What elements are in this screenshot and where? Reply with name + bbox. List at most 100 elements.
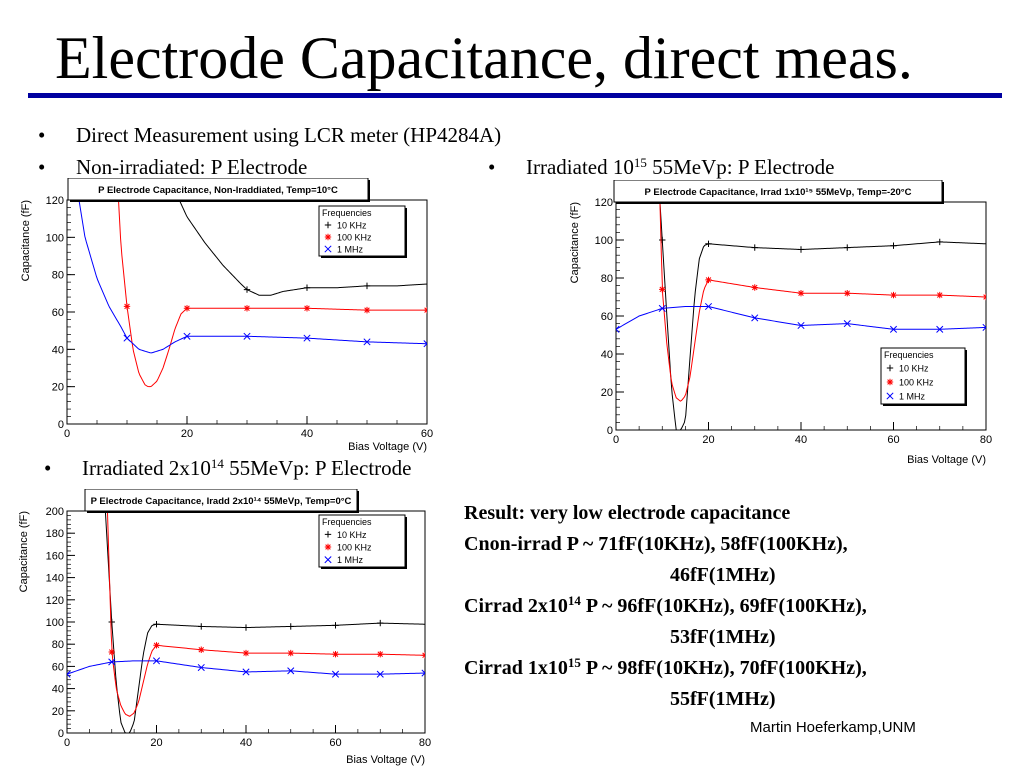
y-tick-label: 80	[52, 639, 64, 651]
x-tick-label: 60	[887, 434, 899, 446]
legend-label: 1 MHz	[899, 392, 926, 402]
plot-area	[616, 202, 986, 430]
title-box	[613, 180, 943, 203]
x-tick-label: 20	[181, 428, 193, 440]
y-tick-label: 60	[52, 661, 64, 673]
marker-cross	[886, 392, 894, 400]
title-box	[67, 178, 369, 201]
marker-star	[423, 306, 427, 314]
y-tick-label: 80	[52, 270, 64, 282]
marker-cross	[936, 325, 944, 333]
marker-cross	[324, 556, 332, 564]
marker-star	[153, 642, 160, 649]
bullet-lcr-meter: • Direct Measurement using LCR meter (HP4…	[38, 123, 501, 147]
bullet-symbol: •	[38, 155, 46, 179]
x-tick-label: 20	[150, 737, 162, 749]
legend-label: 100 KHz	[337, 233, 372, 243]
x-axis-label: Bias Voltage (V)	[346, 754, 425, 766]
marker-cross	[324, 245, 332, 253]
marker-plus	[363, 282, 371, 290]
y-tick-label: 100	[46, 617, 64, 629]
marker-cross	[363, 338, 371, 346]
bullet-exponent: 14	[210, 456, 224, 471]
marker-cross	[67, 670, 71, 678]
marker-plus	[659, 236, 666, 244]
chart-title: P Electrode Capacitance, Irrad 1x10¹⁵ 55…	[645, 187, 912, 198]
marker-star	[198, 646, 205, 653]
marker-star	[242, 649, 250, 657]
series-line	[178, 200, 427, 296]
series-1-mhz	[67, 657, 425, 678]
marker-cross	[303, 334, 311, 342]
marker-plus	[324, 221, 332, 229]
legend-box	[880, 347, 966, 405]
result-irr15-values: P ~ 98fF(10KHz), 70fF(100KHz),	[580, 657, 867, 679]
x-tick-label: 60	[329, 737, 341, 749]
result-heading: Result: very low electrode capacitance	[464, 502, 791, 524]
marker-plus	[324, 531, 332, 538]
series-10-khz	[659, 202, 986, 430]
legend-label: 1 MHz	[337, 245, 364, 255]
x-tick-label: 80	[419, 737, 431, 749]
x-tick-label: 20	[702, 434, 714, 446]
result-nonirr-line2: 46fF(1MHz)	[670, 564, 776, 586]
chart-non-irradiated: 0 20 40 60 80 100 120 0 20 40 60 Bias Voltage (V) Ca…	[15, 178, 445, 458]
legend: Frequencies 10 KHz 100 KHz 1 MHz	[318, 514, 407, 569]
marker-plus	[198, 623, 205, 630]
y-tick-label: 180	[46, 528, 64, 540]
chart-svg: 0 20 40 60 80 100 120 140 160 180 200 0 20 40 60 80 Bias…	[18, 489, 431, 766]
marker-star	[844, 290, 851, 297]
result-irr15-prefix: Cirrad 1x10	[464, 657, 568, 679]
marker-star	[303, 305, 311, 312]
marker-cross	[152, 657, 161, 665]
series-100-khz	[118, 200, 427, 388]
marker-plus	[936, 238, 943, 246]
bullet-symbol: •	[44, 456, 52, 480]
x-axis-label: Bias Voltage (V)	[907, 454, 986, 466]
marker-plus	[243, 286, 251, 293]
marker-star	[751, 284, 758, 291]
marker-plus	[153, 621, 160, 628]
marker-plus	[844, 244, 851, 251]
bullet-symbol: •	[488, 155, 496, 179]
series-100-khz	[659, 202, 986, 402]
legend-label: 1 MHz	[337, 555, 364, 565]
legend-title: Frequencies	[884, 350, 934, 360]
marker-cross	[376, 670, 384, 678]
legend-label: 100 KHz	[899, 378, 934, 388]
y-tick-label: 40	[52, 684, 64, 696]
series-line	[78, 200, 427, 354]
marker-plus	[705, 240, 712, 247]
plot-area	[78, 200, 427, 388]
chart-irradiated-2e14: 0 20 40 60 80 100 120 140 160 180 200 0 20 40 60 80 Bias…	[15, 489, 445, 768]
series-10-khz	[104, 511, 425, 733]
y-tick-label: 120	[46, 595, 64, 607]
y-tick-label: 40	[601, 349, 613, 361]
marker-plus	[303, 284, 311, 291]
chart-svg: 0 20 40 60 80 100 120 0 20 40 60 80 Bias Voltage (V)…	[569, 180, 992, 466]
marker-cross	[108, 658, 116, 666]
y-axis-label: Capacitance (fF)	[20, 200, 32, 281]
marker-plus	[886, 364, 894, 372]
marker-star	[936, 291, 943, 299]
marker-plus	[890, 242, 897, 249]
marker-cross	[183, 332, 191, 340]
marker-star	[705, 276, 712, 284]
legend-label: 10 KHz	[899, 364, 929, 374]
marker-cross	[982, 323, 986, 331]
y-axis-label: Capacitance (fF)	[18, 511, 30, 592]
marker-cross	[751, 314, 759, 322]
marker-plus	[797, 246, 805, 253]
y-tick-label: 160	[46, 550, 64, 562]
marker-star	[363, 306, 371, 314]
marker-plus	[242, 624, 250, 631]
result-irr15-line1: Cirrad 1x1015 P ~ 98fF(10KHz), 70fF(100K…	[464, 653, 867, 684]
marker-cross	[423, 340, 427, 348]
bullet-exponent: 15	[633, 155, 647, 170]
x-tick-label: 0	[64, 428, 70, 440]
legend-box	[318, 514, 406, 568]
y-tick-label: 60	[601, 311, 613, 323]
series-10-khz	[178, 200, 427, 296]
y-tick-label: 120	[595, 197, 613, 209]
x-tick-label: 0	[613, 434, 619, 446]
